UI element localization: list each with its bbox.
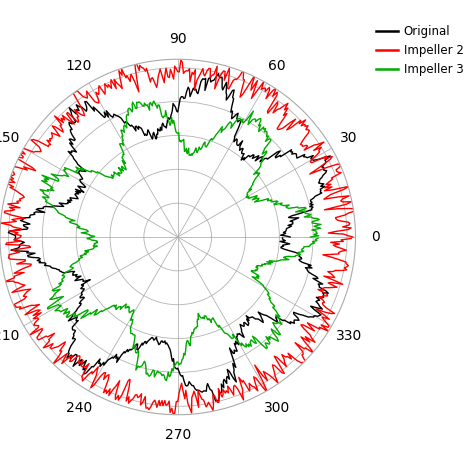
Impeller 3 bbox=[39, 172, 45, 178]
Line: Impeller 2: Impeller 2 bbox=[0, 60, 358, 414]
Impeller 3 bbox=[310, 219, 315, 225]
Original bbox=[290, 221, 296, 227]
Line: Original: Original bbox=[9, 73, 330, 401]
Impeller 2 bbox=[57, 356, 63, 361]
Original bbox=[157, 128, 163, 134]
Original bbox=[328, 153, 333, 159]
Original bbox=[97, 356, 103, 362]
Legend: Original, Impeller 2, Impeller 3: Original, Impeller 2, Impeller 3 bbox=[372, 20, 468, 81]
Original bbox=[201, 77, 207, 82]
Impeller 3 bbox=[264, 148, 270, 154]
Impeller 3 bbox=[308, 234, 313, 240]
Impeller 3 bbox=[189, 151, 194, 156]
Impeller 2 bbox=[80, 378, 85, 384]
Impeller 3 bbox=[315, 236, 321, 241]
Original bbox=[280, 235, 285, 241]
Impeller 2 bbox=[308, 365, 313, 371]
Original bbox=[87, 277, 93, 283]
Original bbox=[287, 234, 293, 240]
Impeller 2 bbox=[348, 236, 354, 241]
Impeller 2 bbox=[350, 234, 356, 240]
Impeller 2 bbox=[150, 75, 155, 81]
Impeller 2 bbox=[320, 252, 326, 258]
Impeller 3 bbox=[127, 310, 132, 316]
Impeller 2 bbox=[204, 68, 210, 73]
Original bbox=[257, 155, 263, 161]
Line: Impeller 3: Impeller 3 bbox=[40, 101, 321, 381]
Impeller 2 bbox=[298, 118, 303, 123]
Impeller 2 bbox=[333, 216, 339, 222]
Impeller 3 bbox=[153, 101, 158, 107]
Impeller 3 bbox=[111, 302, 117, 308]
Impeller 3 bbox=[243, 195, 249, 201]
Original bbox=[66, 351, 72, 356]
